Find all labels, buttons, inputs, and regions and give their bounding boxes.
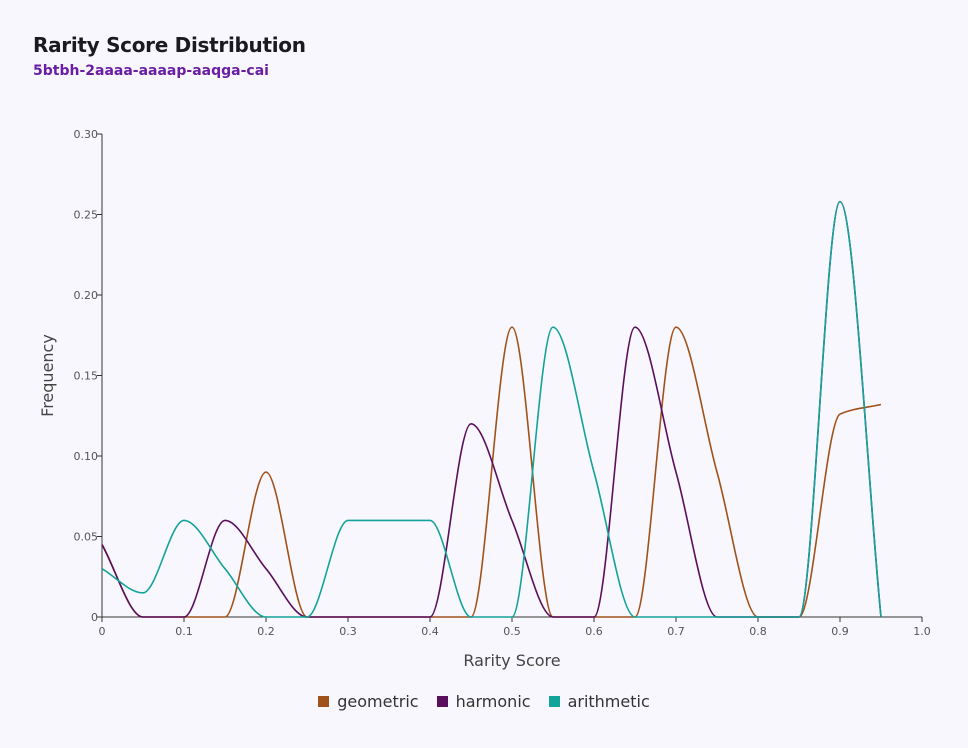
legend-label-harmonic: harmonic <box>455 692 531 711</box>
rarity-chart: 0 0.1 0.2 0.3 0.4 0.5 0.6 0.7 0.8 0.9 1.0 0 0.05 0.1… <box>38 128 931 670</box>
y-ticks: 0 0.05 0.10 0.15 0.20 0.25 0.30 <box>74 128 102 624</box>
legend-swatch-geometric <box>318 696 330 707</box>
legend-swatch-arithmetic <box>548 696 560 707</box>
y-tick-label: 0.15 <box>74 370 99 383</box>
x-tick-label: 0.3 <box>339 625 357 638</box>
x-tick-label: 0.7 <box>667 625 685 638</box>
x-tick-label: 0.2 <box>257 625 275 638</box>
y-tick-label: 0.20 <box>74 289 99 302</box>
legend-item-geometric[interactable]: geometric <box>318 692 419 711</box>
y-tick-label: 0.30 <box>74 128 99 141</box>
x-tick-label: 0 <box>99 625 106 638</box>
y-tick-label: 0.25 <box>74 209 99 222</box>
x-tick-label: 0.1 <box>175 625 193 638</box>
y-tick-label: 0 <box>91 611 98 624</box>
x-tick-label: 0.5 <box>503 625 521 638</box>
x-tick-label: 0.4 <box>421 625 439 638</box>
x-tick-label: 0.8 <box>749 625 767 638</box>
legend-item-harmonic[interactable]: harmonic <box>436 692 531 711</box>
y-tick-label: 0.10 <box>74 450 99 463</box>
chart-title: Rarity Score Distribution <box>33 33 306 57</box>
x-tick-label: 0.6 <box>585 625 603 638</box>
legend-item-arithmetic[interactable]: arithmetic <box>548 692 650 711</box>
series-line-harmonic <box>101 200 882 618</box>
legend-label-geometric: geometric <box>337 692 419 711</box>
series-line-geometric <box>101 326 882 618</box>
chart-legend: geometric harmonic arithmetic <box>0 692 968 711</box>
x-axis-title: Rarity Score <box>463 651 560 670</box>
legend-label-arithmetic: arithmetic <box>567 692 650 711</box>
chart-axes <box>101 134 922 618</box>
y-axis-title: Frequency <box>38 334 57 417</box>
y-tick-label: 0.05 <box>74 531 99 544</box>
series-lines <box>101 200 882 618</box>
x-ticks: 0 0.1 0.2 0.3 0.4 0.5 0.6 0.7 0.8 0.9 1.0 <box>99 617 931 638</box>
canister-id-subtitle: 5btbh-2aaaa-aaaap-aaqga-cai <box>33 63 269 79</box>
series-line-arithmetic <box>101 200 882 618</box>
x-tick-label: 0.9 <box>831 625 849 638</box>
legend-swatch-harmonic <box>436 696 448 707</box>
x-tick-label: 1.0 <box>913 625 931 638</box>
